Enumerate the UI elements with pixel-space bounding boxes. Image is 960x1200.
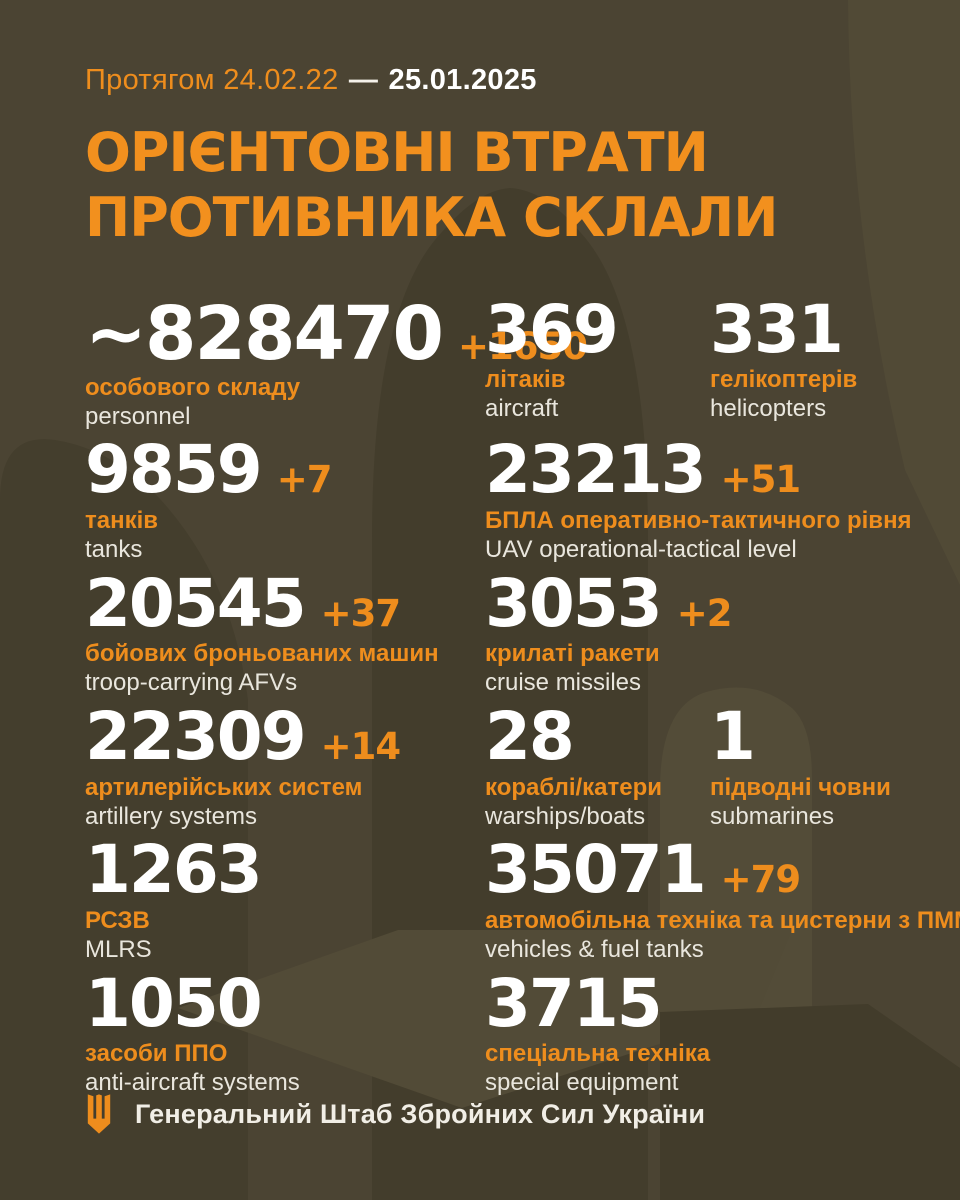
stats-row: 1263 РСЗВ MLRS 35071 +79 автомобільна те…: [85, 831, 960, 964]
stat-afv: 20545 +37 бойових броньованих машин troo…: [85, 564, 485, 698]
stat-aircraft: 369 літаків aircraft: [485, 290, 710, 432]
stat-delta: +7: [276, 458, 333, 502]
stat-mlrs: 1263 РСЗВ MLRS: [85, 831, 485, 964]
stats-row: 9859 +7 танків tanks 23213 +51 БПЛА опер…: [85, 431, 930, 564]
period-label: Протягом 24.02.22: [85, 64, 339, 96]
stat-value: 35071: [485, 831, 707, 909]
stats-row: 22309 +14 артилерійських систем artiller…: [85, 698, 930, 831]
stat-label-ua: бойових броньованих машин: [85, 640, 439, 668]
stat-label-en: anti-aircraft systems: [85, 1069, 300, 1097]
stat-label-en: helicopters: [710, 395, 827, 423]
stat-value: 1263: [85, 831, 263, 909]
stat-label-ua: крилаті ракети: [485, 640, 660, 668]
stat-label-ua: спеціальна техніка: [485, 1040, 711, 1068]
footer: Генеральний Штаб Збройних Сил України: [85, 1094, 705, 1134]
stat-label-en: tanks: [85, 535, 143, 563]
date-range: Протягом 24.02.22 — 25.01.2025: [85, 64, 930, 97]
stat-label-ua: автомобільна техніка та цистерни з ПММ: [485, 907, 960, 935]
stat-label-en: personnel: [85, 402, 191, 430]
stat-value: ~828470: [85, 290, 444, 377]
stat-label-ua: БПЛА оперативно-тактичного рівня: [485, 507, 912, 535]
stats-grid: ~828470 +1650 особового складу personnel…: [85, 290, 960, 1098]
stat-delta: +79: [720, 858, 801, 902]
organization-name: Генеральний Штаб Збройних Сил України: [135, 1098, 706, 1129]
stat-delta: +1650: [457, 324, 588, 368]
stat-label-en: cruise missiles: [485, 669, 642, 697]
date-dash: —: [348, 64, 379, 96]
stat-tanks: 9859 +7 танків tanks: [85, 431, 485, 564]
trident-icon: [87, 1094, 111, 1134]
stat-value: 3053: [485, 564, 663, 642]
stat-label-ua: гелікоптерів: [710, 366, 858, 394]
stat-label-en: aircraft: [485, 395, 559, 423]
stat-value: 28: [485, 698, 575, 776]
stat-anti-aircraft: 1050 засоби ППО anti-aircraft systems: [85, 964, 485, 1098]
stat-delta: +51: [720, 458, 801, 502]
stat-value: 1050: [85, 964, 263, 1042]
stat-label-ua: артилерійських систем: [85, 773, 363, 801]
stat-submarines: 1 підводні човни submarines: [710, 698, 891, 831]
stat-label-ua: підводні човни: [710, 773, 891, 801]
stat-label-en: vehicles & fuel tanks: [485, 935, 704, 963]
stat-label-en: UAV operational-tactical level: [485, 535, 797, 563]
stat-vehicles: 35071 +79 автомобільна техніка та цистер…: [485, 831, 960, 964]
stat-label-ua: літаків: [485, 366, 566, 394]
stat-value: 23213: [485, 431, 707, 509]
stat-value: 9859: [85, 431, 263, 509]
stat-label-ua: кораблі/катери: [485, 773, 663, 801]
stat-delta: +14: [320, 725, 401, 769]
stats-row: 20545 +37 бойових броньованих машин troo…: [85, 564, 930, 698]
stat-label-ua: особового складу: [85, 373, 301, 401]
stat-label-ua: РСЗВ: [85, 907, 150, 935]
stat-label-ua: танків: [85, 507, 159, 535]
stat-value: 369: [485, 290, 619, 368]
stat-delta: +37: [320, 591, 401, 635]
stat-artillery: 22309 +14 артилерійських систем artiller…: [85, 698, 485, 831]
stat-value: 3715: [485, 964, 663, 1042]
title-line-2: ПРОТИВНИКА СКЛАЛИ: [85, 185, 778, 249]
stat-label-en: submarines: [710, 802, 835, 830]
stat-value: 331: [710, 290, 844, 368]
stat-helicopters: 331 гелікоптерів helicopters: [710, 290, 858, 432]
page-title: ОРІЄНТОВНІ ВТРАТИ ПРОТИВНИКА СКЛАЛИ: [85, 121, 930, 251]
stat-label-ua: засоби ППО: [85, 1040, 228, 1068]
stat-value: 20545: [85, 564, 307, 642]
report-date: 25.01.2025: [388, 64, 537, 96]
stat-label-en: warships/boats: [485, 802, 646, 830]
stat-warships: 28 кораблі/катери warships/boats: [485, 698, 710, 831]
stats-row: ~828470 +1650 особового складу personnel…: [85, 290, 930, 432]
stat-label-en: troop-carrying AFVs: [85, 669, 298, 697]
stat-uav: 23213 +51 БПЛА оперативно-тактичного рів…: [485, 431, 912, 564]
stat-value: 22309: [85, 698, 307, 776]
stat-cruise-missiles: 3053 +2 крилаті ракети cruise missiles: [485, 564, 733, 698]
stat-personnel: ~828470 +1650 особового складу personnel: [85, 290, 588, 432]
stats-row: 1050 засоби ППО anti-aircraft systems 37…: [85, 964, 930, 1098]
stat-label-en: special equipment: [485, 1069, 679, 1097]
stat-special-equipment: 3715 спеціальна техніка special equipmen…: [485, 964, 711, 1098]
stat-label-en: MLRS: [85, 935, 152, 963]
stat-delta: +2: [676, 591, 733, 635]
stat-label-en: artillery systems: [85, 802, 258, 830]
stat-value: 1: [710, 698, 756, 776]
title-line-1: ОРІЄНТОВНІ ВТРАТИ: [85, 121, 709, 184]
